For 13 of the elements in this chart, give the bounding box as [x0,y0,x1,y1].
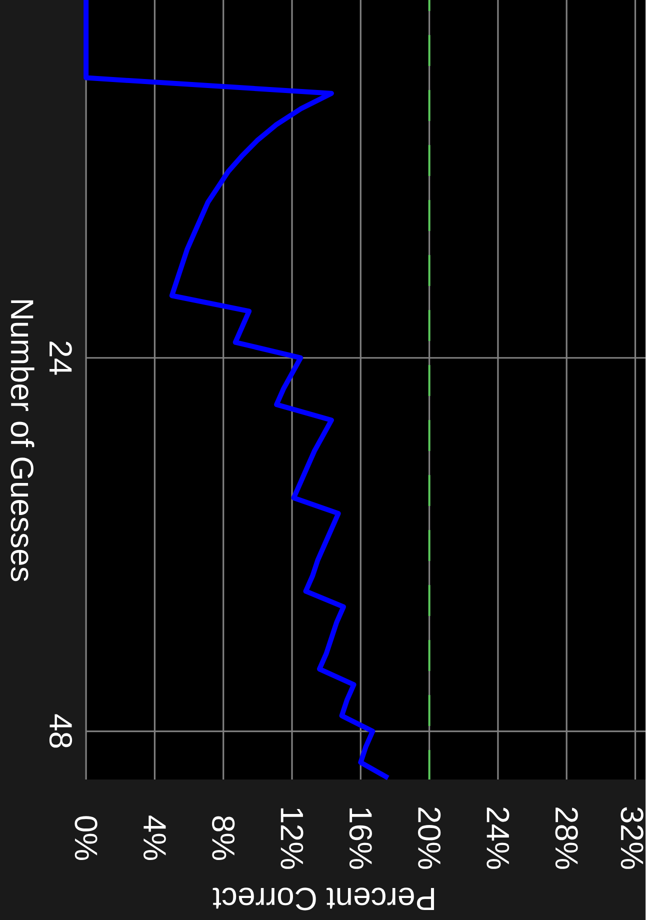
y-tick-label: 24 [50,342,72,375]
y-tick-label: 48 [50,714,72,748]
x-tick-label: 20% [418,808,441,869]
x-tick-label: 28% [556,808,578,869]
x-tick-label: 16% [350,808,372,869]
x-tick-label: 4% [144,816,166,860]
y-axis-title: Number of Guesses [11,300,35,582]
x-tick-label: 24% [486,808,510,869]
x-tick-label: 32% [620,807,644,869]
x-tick-label: 0% [74,816,98,860]
x-tick-label: 8% [212,816,235,860]
x-tick-label: 12% [280,808,304,869]
x-axis-title: Percent Correct [213,888,434,910]
